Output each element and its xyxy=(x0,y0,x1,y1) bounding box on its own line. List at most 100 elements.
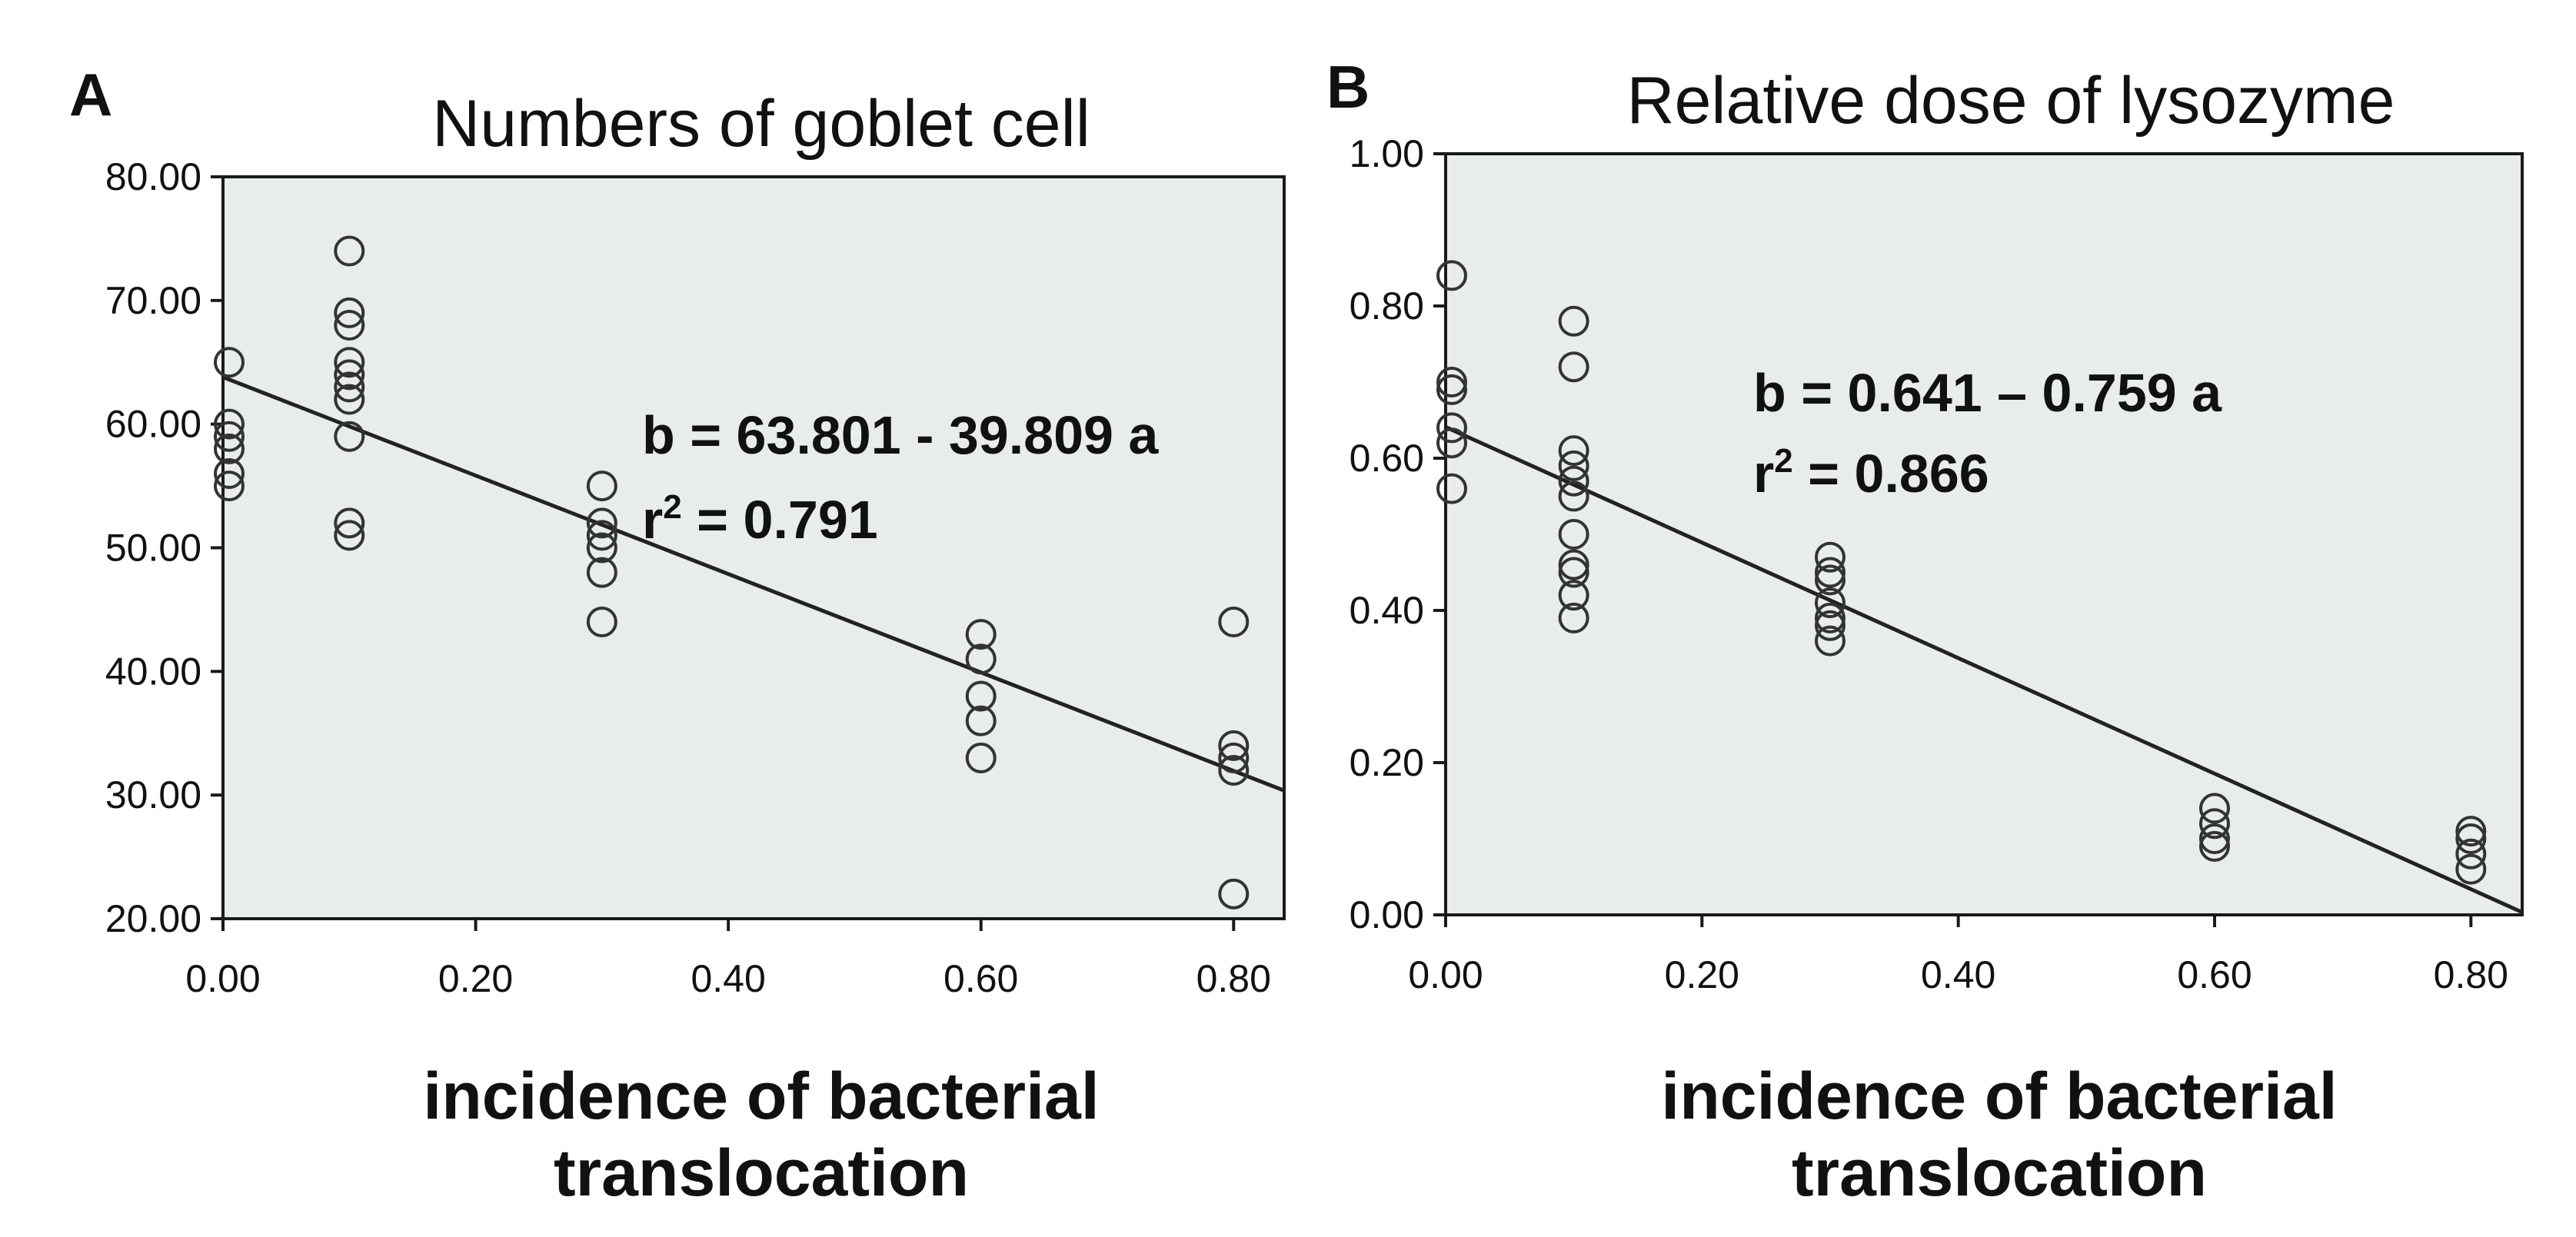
panel-b-data-point xyxy=(1815,625,1845,657)
panel-a-data-point xyxy=(214,347,245,378)
panel-a-xtick-label: 0.00 xyxy=(185,957,260,1000)
panel-a-plot-area xyxy=(221,175,1286,920)
panel-a-data-point xyxy=(334,371,365,403)
panel-b-data-point xyxy=(1558,549,1589,580)
panel-b-ytick-label: 0.80 xyxy=(1350,284,1424,328)
panel-a-ytick-label: 20.00 xyxy=(105,897,201,940)
panel-a-ytick-label: 50.00 xyxy=(105,527,201,570)
panel-b-data-point xyxy=(1436,412,1467,444)
panel-b-regression-line xyxy=(1444,425,2524,914)
panel-a-data-point xyxy=(214,458,245,489)
panel-b-data-point xyxy=(2199,793,2230,824)
panel-b-data-point xyxy=(2199,808,2230,840)
panel-a-ytick-label: 70.00 xyxy=(105,279,201,322)
panel-a-data-point xyxy=(1218,607,1250,637)
panel-a-xtick-label: 0.80 xyxy=(1196,957,1271,1000)
panel-b-points xyxy=(1436,260,2487,885)
panel-b-data-point xyxy=(1815,557,1845,588)
panel-b-xtick-label: 0.20 xyxy=(1665,953,1739,996)
panel-b-ytick-label: 0.00 xyxy=(1350,893,1424,936)
panel-b-data-point xyxy=(1815,602,1845,633)
panel-a-r2-value: = 0.791 xyxy=(682,490,878,550)
panel-a-data-point xyxy=(214,471,245,502)
panel-a-ytick-label: 40.00 xyxy=(105,650,201,693)
panel-b-data-point xyxy=(1436,473,1467,504)
panel-b-data-point xyxy=(1815,587,1845,619)
panel-b-data-point xyxy=(1558,557,1589,588)
panel-a-xtick-label: 0.20 xyxy=(438,957,513,1000)
panel-b-data-point xyxy=(2455,823,2487,854)
panel-a-letter: A xyxy=(69,61,112,128)
panel-a-data-point xyxy=(1218,755,1250,786)
panel-a-data-point xyxy=(586,607,617,637)
panel-a-r2-exponent: 2 xyxy=(663,488,681,526)
panel-b-xtick-label: 0.40 xyxy=(1921,953,1995,996)
panel-a-data-point xyxy=(214,408,245,440)
panel-b-data-point xyxy=(2455,853,2487,885)
panel-b-data-point xyxy=(1436,374,1467,405)
panel-a-data-point xyxy=(214,433,245,464)
panel-a-data-point xyxy=(586,520,617,551)
panel-b-data-point xyxy=(1558,450,1589,481)
panel-b-xlabel-line-1: incidence of bacterial xyxy=(1661,1059,2337,1133)
panel-a-data-point xyxy=(965,643,997,675)
panel-a-data-point xyxy=(965,680,997,712)
panel-b-data-point xyxy=(1558,305,1589,337)
panel-b-data-point xyxy=(1815,564,1845,596)
panel-b-data-point xyxy=(2455,838,2487,870)
panel-a-data-point xyxy=(334,421,365,452)
panel-a-data-point xyxy=(965,742,997,773)
panel-a-xtick-label: 0.40 xyxy=(691,957,765,1000)
panel-a-data-point xyxy=(586,471,617,502)
panel-b-ytick-label: 0.20 xyxy=(1350,741,1424,784)
panel-a-data-point xyxy=(965,619,997,650)
panel-b-ytick-label: 1.00 xyxy=(1350,132,1424,175)
panel-b-data-point xyxy=(1558,519,1589,550)
panel-a-data-point xyxy=(334,310,365,341)
panel-b-ytick-label: 0.40 xyxy=(1350,589,1424,632)
panel-a-axes: 20.00 30.00 40.00 50.00 60.00 70.00 80.00 0.00 0… xyxy=(105,155,1271,1000)
panel-a-data-point xyxy=(965,705,997,737)
panel-b-data-point xyxy=(2455,816,2487,847)
panel-b-plot-area xyxy=(1444,152,2524,916)
panel-a-xlabel-line-2: translocation xyxy=(554,1136,969,1210)
panel-b-data-point xyxy=(1558,481,1589,512)
panel-a-data-point xyxy=(334,347,365,378)
panel-a-ytick-label: 30.00 xyxy=(105,773,201,816)
panel-b-xtick-label: 0.60 xyxy=(2177,953,2252,996)
panel-b-data-point xyxy=(1815,541,1845,573)
panel-b-xlabel-line-2: translocation xyxy=(1792,1136,2207,1210)
panel-b-axes: 0.00 0.20 0.40 0.60 0.80 1.00 0.00 0.20 0.40 0.60… xyxy=(1350,132,2508,996)
panel-a-data-point xyxy=(334,297,365,328)
panel-b-data-point xyxy=(1558,465,1589,497)
panel-a-data-point xyxy=(334,359,365,391)
panel-a-data-point xyxy=(1218,730,1250,761)
panel-a-data-point xyxy=(334,520,365,551)
panel-b-ytick-label: 0.60 xyxy=(1350,437,1424,480)
panel-b-r2-prefix: r xyxy=(1753,444,1774,504)
panel-a-xtick-label: 0.60 xyxy=(944,957,1018,1000)
panel-b-equation: b = 0.641 – 0.759 a xyxy=(1753,363,2222,423)
panel-a-data-point xyxy=(1218,742,1250,773)
panel-a-data-point xyxy=(1218,878,1250,909)
panel-b-r2-exponent: 2 xyxy=(1774,442,1792,480)
panel-a-ytick-label: 60.00 xyxy=(105,403,201,446)
panel-a-equation: b = 63.801 - 39.809 a xyxy=(642,405,1159,465)
panel-a-data-point xyxy=(214,421,245,452)
panel-b-xtick-label: 0.00 xyxy=(1408,953,1483,996)
panel-b: B Relative dose of lysozyme 0.00 0.20 0.40… xyxy=(1326,53,2524,1210)
panel-b-data-point xyxy=(1815,610,1845,641)
panel-a-data-point xyxy=(334,507,365,539)
panel-b-letter: B xyxy=(1326,53,1370,121)
panel-a-ytick-label: 80.00 xyxy=(105,155,201,198)
panel-b-data-point xyxy=(1558,351,1589,383)
panel-b-data-point xyxy=(2199,830,2230,862)
panel-a-data-point xyxy=(334,235,365,267)
panel-b-xtick-label: 0.80 xyxy=(2434,953,2508,996)
panel-a-title: Numbers of goblet cell xyxy=(432,87,1090,161)
panel-b-title: Relative dose of lysozyme xyxy=(1627,64,2395,138)
panel-b-r2-value: = 0.866 xyxy=(1793,444,1989,504)
panel-a-data-point xyxy=(334,384,365,415)
